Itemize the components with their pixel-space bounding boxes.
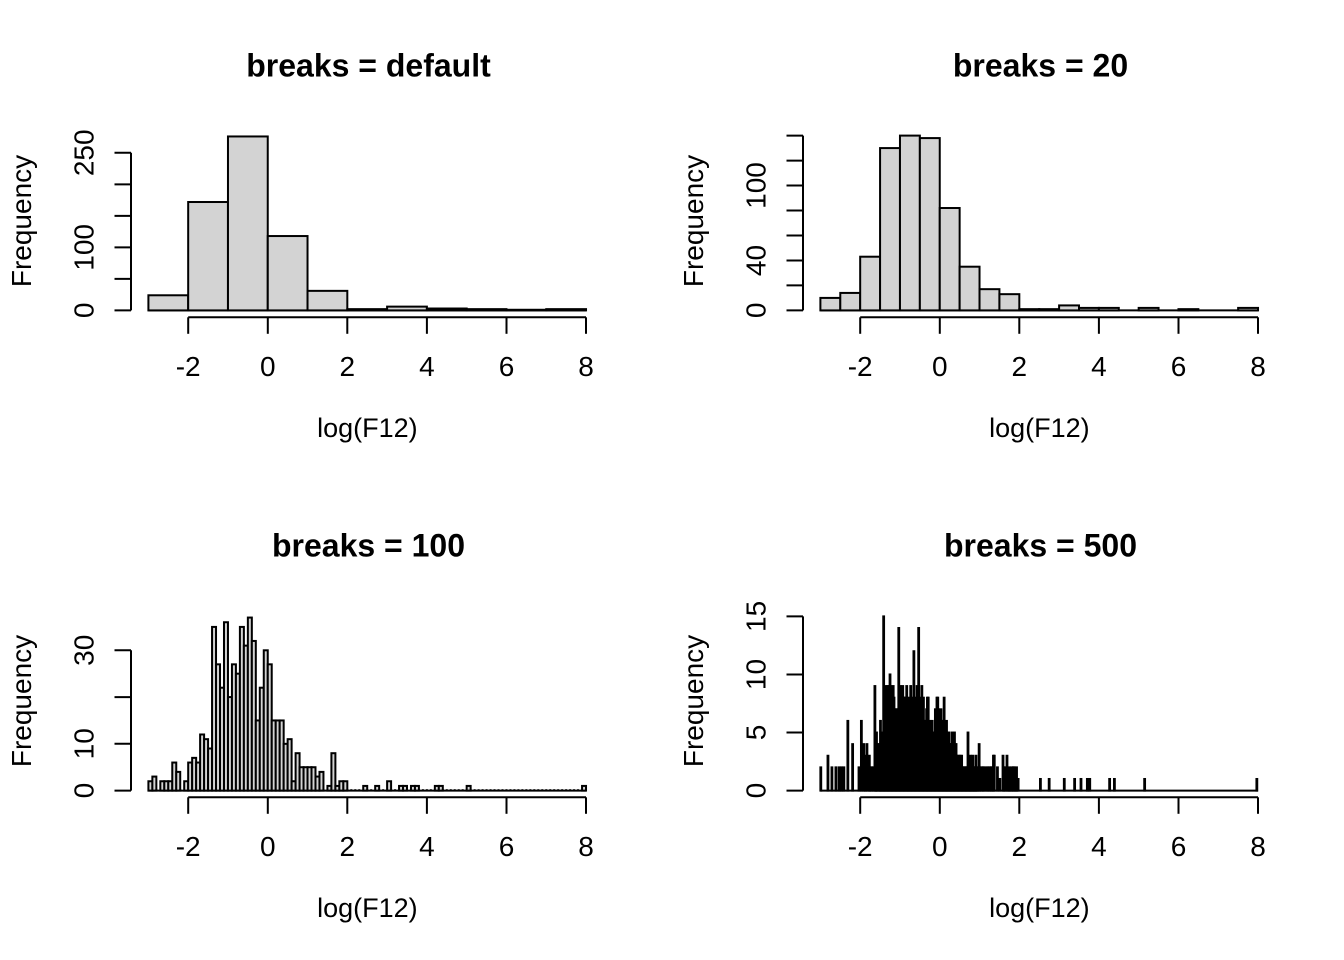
svg-text:0: 0 <box>741 783 772 799</box>
svg-text:6: 6 <box>1171 831 1187 862</box>
svg-text:100: 100 <box>69 224 100 271</box>
svg-text:5: 5 <box>741 725 772 741</box>
svg-text:breaks = 500: breaks = 500 <box>944 527 1137 563</box>
svg-text:8: 8 <box>1250 831 1266 862</box>
svg-text:10: 10 <box>741 659 772 690</box>
svg-text:15: 15 <box>741 601 772 632</box>
svg-text:0: 0 <box>69 783 100 799</box>
svg-text:log(F12): log(F12) <box>317 893 418 923</box>
svg-text:2: 2 <box>340 351 356 382</box>
svg-text:8: 8 <box>1250 351 1266 382</box>
svg-text:breaks = 100: breaks = 100 <box>272 527 465 563</box>
svg-text:log(F12): log(F12) <box>989 893 1090 923</box>
svg-text:8: 8 <box>578 831 594 862</box>
svg-text:0: 0 <box>932 351 948 382</box>
svg-text:Frequency: Frequency <box>6 155 37 287</box>
svg-text:breaks = default: breaks = default <box>246 47 491 83</box>
svg-text:30: 30 <box>69 635 100 666</box>
svg-text:40: 40 <box>741 245 772 276</box>
svg-text:6: 6 <box>1171 351 1187 382</box>
svg-text:log(F12): log(F12) <box>317 413 418 443</box>
svg-text:6: 6 <box>499 831 515 862</box>
svg-text:breaks = 20: breaks = 20 <box>953 47 1128 83</box>
svg-text:-2: -2 <box>176 351 201 382</box>
svg-text:Frequency: Frequency <box>678 155 709 287</box>
svg-text:Frequency: Frequency <box>6 635 37 767</box>
svg-text:0: 0 <box>260 351 276 382</box>
svg-text:-2: -2 <box>176 831 201 862</box>
svg-text:0: 0 <box>69 303 100 319</box>
svg-text:4: 4 <box>1091 351 1107 382</box>
svg-text:0: 0 <box>932 831 948 862</box>
svg-text:4: 4 <box>419 831 435 862</box>
svg-text:250: 250 <box>69 129 100 176</box>
svg-text:Frequency: Frequency <box>678 635 709 767</box>
svg-text:-2: -2 <box>848 831 873 862</box>
svg-text:0: 0 <box>260 831 276 862</box>
svg-text:0: 0 <box>741 303 772 319</box>
svg-text:2: 2 <box>340 831 356 862</box>
svg-text:4: 4 <box>1091 831 1107 862</box>
svg-text:log(F12): log(F12) <box>989 413 1090 443</box>
svg-text:-2: -2 <box>848 351 873 382</box>
svg-text:2: 2 <box>1012 351 1028 382</box>
svg-text:100: 100 <box>741 162 772 209</box>
svg-text:6: 6 <box>499 351 515 382</box>
svg-text:8: 8 <box>578 351 594 382</box>
svg-text:2: 2 <box>1012 831 1028 862</box>
svg-text:4: 4 <box>419 351 435 382</box>
svg-text:10: 10 <box>69 728 100 759</box>
